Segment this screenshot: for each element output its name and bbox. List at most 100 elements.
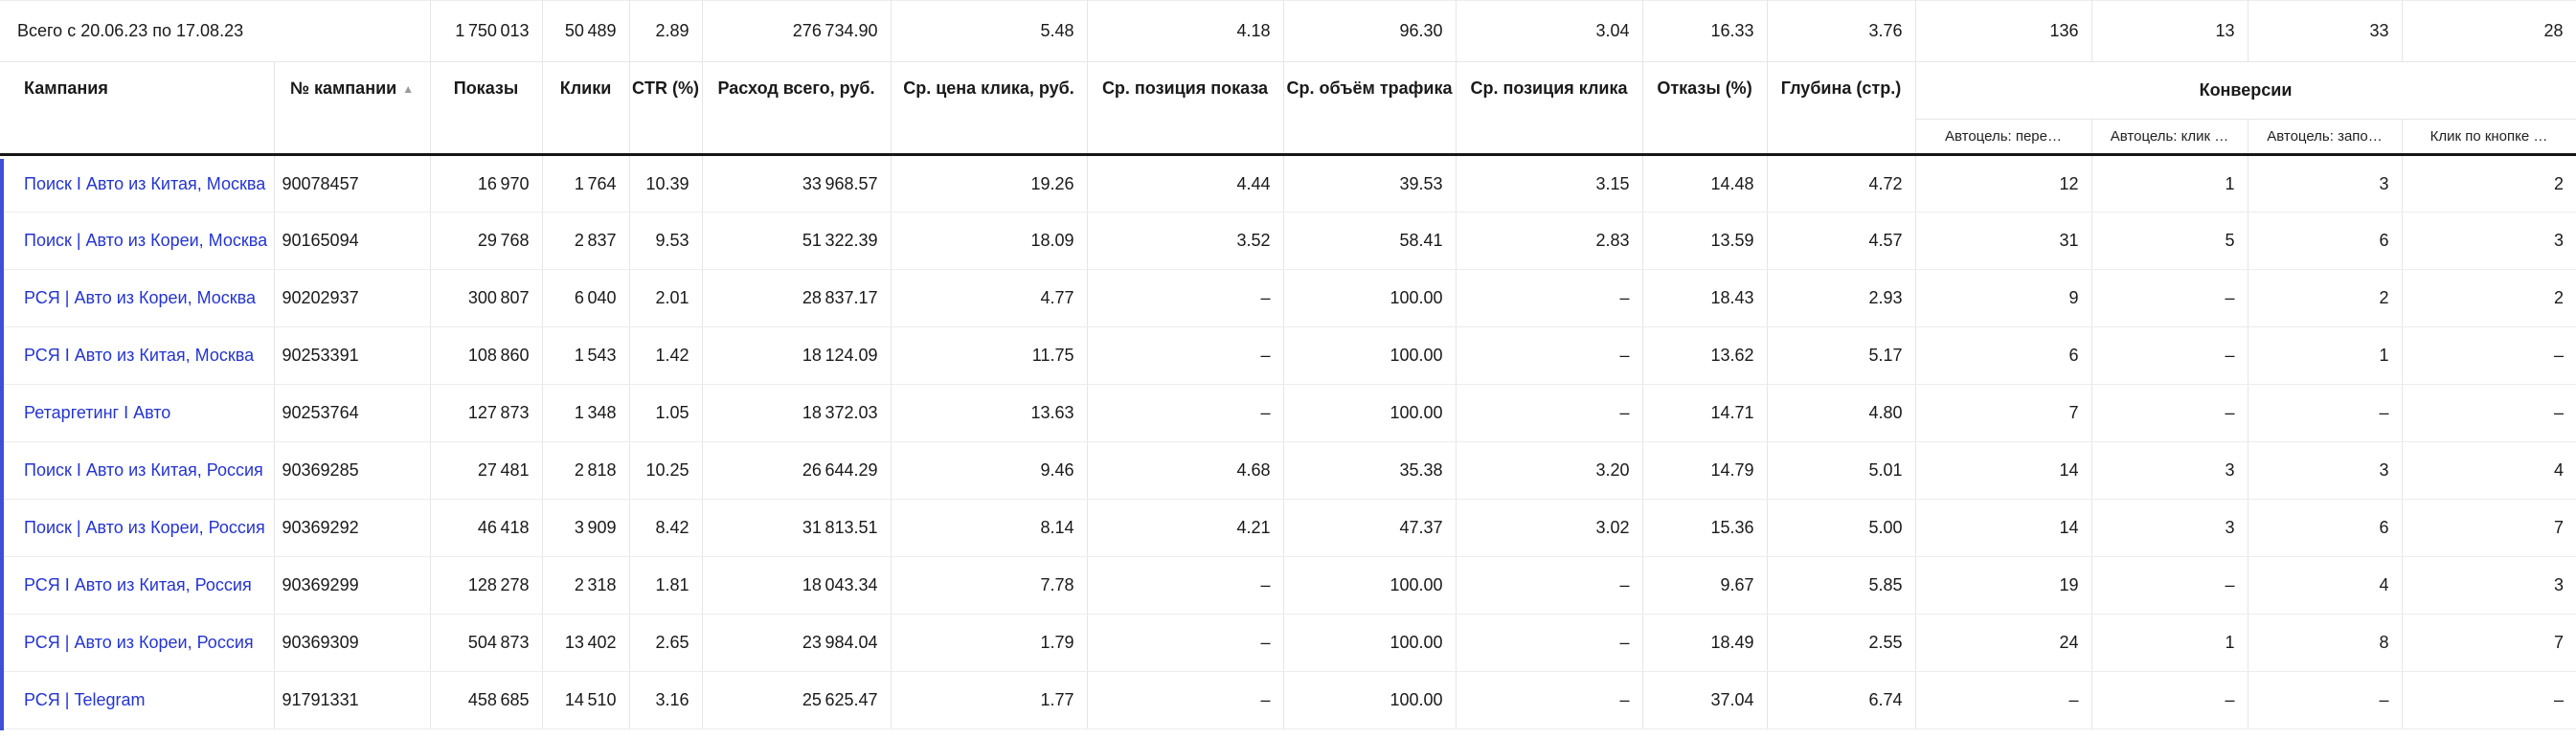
metric-cell: 4.21 (1087, 499, 1284, 557)
metric-cell: – (2402, 384, 2576, 442)
metric-cell: 13 402 (542, 614, 630, 672)
column-header-campaign-id[interactable]: № кампании ▲ (274, 61, 431, 156)
conversion-column-header[interactable]: Автоцель: запо… (2248, 119, 2403, 156)
campaign-id-cell: 90202937 (274, 269, 431, 327)
metric-cell: – (1915, 671, 2092, 729)
metric-cell: – (2091, 556, 2248, 615)
column-header-impressions[interactable]: Показы (430, 61, 543, 156)
conversion-column-header[interactable]: Автоцель: клик … (2091, 119, 2248, 156)
metric-cell: 4.68 (1087, 441, 1284, 500)
metric-cell: 1 (2248, 326, 2403, 385)
metric-cell: 33 968.57 (702, 154, 892, 213)
metric-cell: 14 (1915, 441, 2092, 500)
metric-cell: 28 837.17 (702, 269, 892, 327)
column-header-ctr[interactable]: CTR (%) (629, 61, 703, 156)
metric-cell: 10.39 (629, 154, 703, 213)
column-header-campaign[interactable]: Кампания (0, 61, 275, 156)
metric-cell: 3 (2248, 441, 2403, 500)
metric-cell: 18.43 (1642, 269, 1768, 327)
metric-cell: 11.75 (891, 326, 1088, 385)
metric-cell: 3.20 (1456, 441, 1643, 500)
metric-cell: 7 (2402, 614, 2576, 672)
metric-cell: 6 (1915, 326, 2092, 385)
campaign-link[interactable]: РСЯ I Авто из Китая, Россия (24, 575, 252, 594)
column-header-label: № кампании (289, 78, 397, 98)
metric-cell: 100.00 (1283, 269, 1457, 327)
metric-cell: 5.17 (1767, 326, 1916, 385)
metric-cell: 25 625.47 (702, 671, 892, 729)
metric-cell: 3.02 (1456, 499, 1643, 557)
metric-cell: 1.77 (891, 671, 1088, 729)
totals-value: 2.89 (629, 0, 703, 62)
metric-cell: 6 040 (542, 269, 630, 327)
metric-cell: – (1456, 326, 1643, 385)
campaign-id-cell: 90369299 (274, 556, 431, 615)
column-header-clicks[interactable]: Клики (542, 61, 630, 156)
metric-cell: 2 837 (542, 212, 630, 270)
table-row: Ретаргетинг I Авто 90253764 127 873 1 348 1.… (0, 384, 2576, 442)
conversion-column-header[interactable]: Клик по кнопке … (2402, 119, 2576, 156)
campaign-link[interactable]: РСЯ | Telegram (24, 690, 146, 709)
totals-value: 28 (2402, 0, 2576, 62)
campaign-cell: РСЯ | Авто из Кореи, Россия (0, 614, 275, 672)
metric-cell: 1.79 (891, 614, 1088, 672)
metric-cell: 8 (2248, 614, 2403, 672)
campaign-link[interactable]: РСЯ | Авто из Кореи, Россия (24, 633, 254, 652)
metric-cell: 29 768 (430, 212, 543, 270)
metric-cell: 9.53 (629, 212, 703, 270)
metric-cell: 504 873 (430, 614, 543, 672)
totals-label: Всего с 20.06.23 по 17.08.23 (0, 0, 431, 62)
totals-value: 136 (1915, 0, 2092, 62)
metric-cell: 13.59 (1642, 212, 1768, 270)
table-row: РСЯ | Авто из Кореи, Москва 90202937 300 8… (0, 269, 2576, 327)
metric-cell: – (1087, 269, 1284, 327)
conversions-group-header: Конверсии (1915, 61, 2576, 120)
metric-cell: 18.09 (891, 212, 1088, 270)
column-header-avg-click-position[interactable]: Ср. позиция клика (1456, 61, 1643, 156)
campaign-link[interactable]: Поиск | Авто из Кореи, Москва (24, 231, 268, 250)
metric-cell: 4.44 (1087, 154, 1284, 213)
campaign-id-cell: 90369292 (274, 499, 431, 557)
metric-cell: – (2248, 671, 2403, 729)
metric-cell: 2.01 (629, 269, 703, 327)
campaign-link[interactable]: РСЯ I Авто из Китая, Москва (24, 346, 255, 365)
campaign-link[interactable]: Поиск I Авто из Китая, Россия (24, 460, 263, 480)
metric-cell: 127 873 (430, 384, 543, 442)
campaign-link[interactable]: Поиск I Авто из Китая, Москва (24, 173, 266, 193)
totals-value: 16.33 (1642, 0, 1768, 62)
metric-cell: 3 (2402, 212, 2576, 270)
metric-cell: – (1087, 326, 1284, 385)
column-header-total-cost[interactable]: Расход всего, руб. (702, 61, 892, 156)
conversion-column-header[interactable]: Автоцель: пере… (1915, 119, 2092, 156)
metric-cell: 14.79 (1642, 441, 1768, 500)
totals-value: 33 (2248, 0, 2403, 62)
campaign-id-cell: 90369285 (274, 441, 431, 500)
metric-cell: 128 278 (430, 556, 543, 615)
totals-value: 1 750 013 (430, 0, 543, 62)
campaign-link[interactable]: Ретаргетинг I Авто (24, 403, 171, 422)
metric-cell: – (1087, 384, 1284, 442)
metric-cell: 4.77 (891, 269, 1088, 327)
metric-cell: 9.46 (891, 441, 1088, 500)
metric-cell: 14 (1915, 499, 2092, 557)
column-header-avg-cpc[interactable]: Ср. цена клика, руб. (891, 61, 1088, 156)
column-header-avg-impression-position[interactable]: Ср. позиция показа (1087, 61, 1284, 156)
metric-cell: – (1087, 556, 1284, 615)
metric-cell: – (2248, 384, 2403, 442)
table-row: РСЯ I Авто из Китая, Россия 90369299 128 2… (0, 556, 2576, 615)
metric-cell: 100.00 (1283, 614, 1457, 672)
metric-cell: 14.48 (1642, 154, 1768, 213)
metric-cell: 2 (2248, 269, 2403, 327)
column-header-avg-traffic-volume[interactable]: Ср. объём трафика (1283, 61, 1457, 156)
totals-value: 13 (2091, 0, 2248, 62)
metric-cell: – (1456, 556, 1643, 615)
campaign-link[interactable]: Поиск | Авто из Кореи, Россия (24, 518, 265, 537)
metric-cell: – (2402, 671, 2576, 729)
metric-cell: 18 043.34 (702, 556, 892, 615)
metric-cell: 3 (2248, 154, 2403, 213)
campaign-link[interactable]: РСЯ | Авто из Кореи, Москва (24, 288, 257, 307)
metric-cell: 3 (2091, 499, 2248, 557)
totals-value: 4.18 (1087, 0, 1284, 62)
column-header-bounces[interactable]: Отказы (%) (1642, 61, 1768, 156)
column-header-depth[interactable]: Глубина (стр.) (1767, 61, 1916, 156)
